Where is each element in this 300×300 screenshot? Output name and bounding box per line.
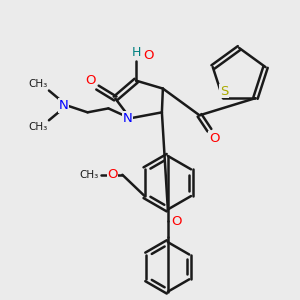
Text: O: O [85, 74, 96, 87]
Text: O: O [209, 132, 220, 145]
Text: N: N [59, 99, 69, 112]
Text: CH₃: CH₃ [80, 170, 99, 180]
Text: N: N [122, 112, 132, 125]
Text: O: O [143, 50, 153, 62]
Text: H: H [131, 46, 141, 59]
Text: S: S [220, 85, 228, 98]
Text: O: O [107, 168, 118, 181]
Text: CH₃: CH₃ [28, 122, 48, 132]
Text: CH₃: CH₃ [28, 79, 48, 88]
Text: O: O [172, 215, 182, 228]
